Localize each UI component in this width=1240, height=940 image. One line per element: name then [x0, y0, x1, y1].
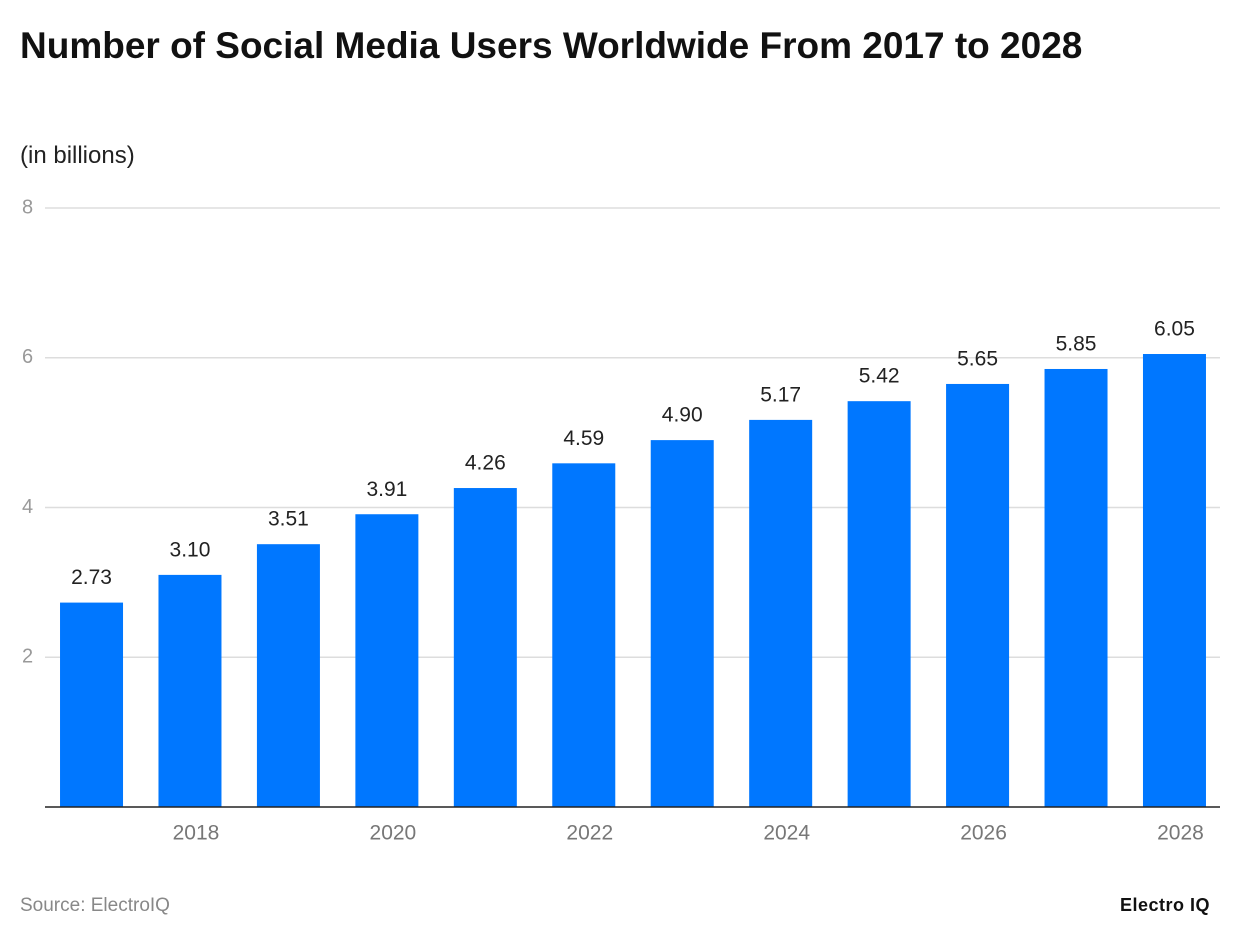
value-label: 3.51 — [268, 508, 309, 531]
value-label: 5.42 — [859, 365, 900, 388]
y-tick-label: 6 — [22, 346, 33, 368]
value-label: 5.85 — [1056, 333, 1097, 356]
value-label: 5.65 — [957, 348, 998, 371]
bar — [749, 419, 813, 807]
bar — [60, 602, 124, 807]
bar — [256, 544, 320, 807]
chart-subtitle: (in billions) — [20, 142, 135, 169]
value-label: 4.59 — [563, 427, 604, 450]
value-label: 4.90 — [662, 404, 703, 427]
x-tick-label: 2020 — [370, 822, 417, 845]
bar — [158, 574, 222, 807]
x-tick-label: 2022 — [566, 822, 613, 845]
value-label: 3.10 — [170, 538, 211, 561]
y-tick-label: 2 — [22, 646, 33, 668]
x-tick-label: 2026 — [960, 822, 1007, 845]
value-label: 6.05 — [1154, 318, 1195, 341]
bar — [1142, 354, 1206, 807]
x-tick-label: 2028 — [1157, 822, 1204, 845]
bar — [453, 488, 517, 807]
value-label: 3.91 — [366, 478, 407, 501]
bar — [552, 463, 616, 807]
logo: Electro IQ — [1119, 895, 1210, 915]
bar — [355, 514, 419, 807]
bar — [847, 401, 911, 807]
value-label: 2.73 — [71, 566, 112, 589]
x-tick-label: 2018 — [173, 822, 220, 845]
value-label: 5.17 — [760, 383, 801, 406]
source: Source: ElectroIQ — [20, 895, 170, 916]
y-tick-label: 8 — [22, 196, 33, 218]
bar — [946, 383, 1010, 807]
chart: 2 4 6 8 2.73 2018 3.10 3.51 2020 3.91 4.26 2022 4.59… — [22, 196, 1220, 845]
x-tick-label: 2024 — [763, 822, 810, 845]
bar — [1044, 368, 1108, 807]
value-label: 4.26 — [465, 452, 506, 475]
y-tick-label: 4 — [22, 496, 33, 518]
bar — [650, 440, 714, 807]
chart-title: Number of Social Media Users Worldwide F… — [20, 25, 1083, 66]
